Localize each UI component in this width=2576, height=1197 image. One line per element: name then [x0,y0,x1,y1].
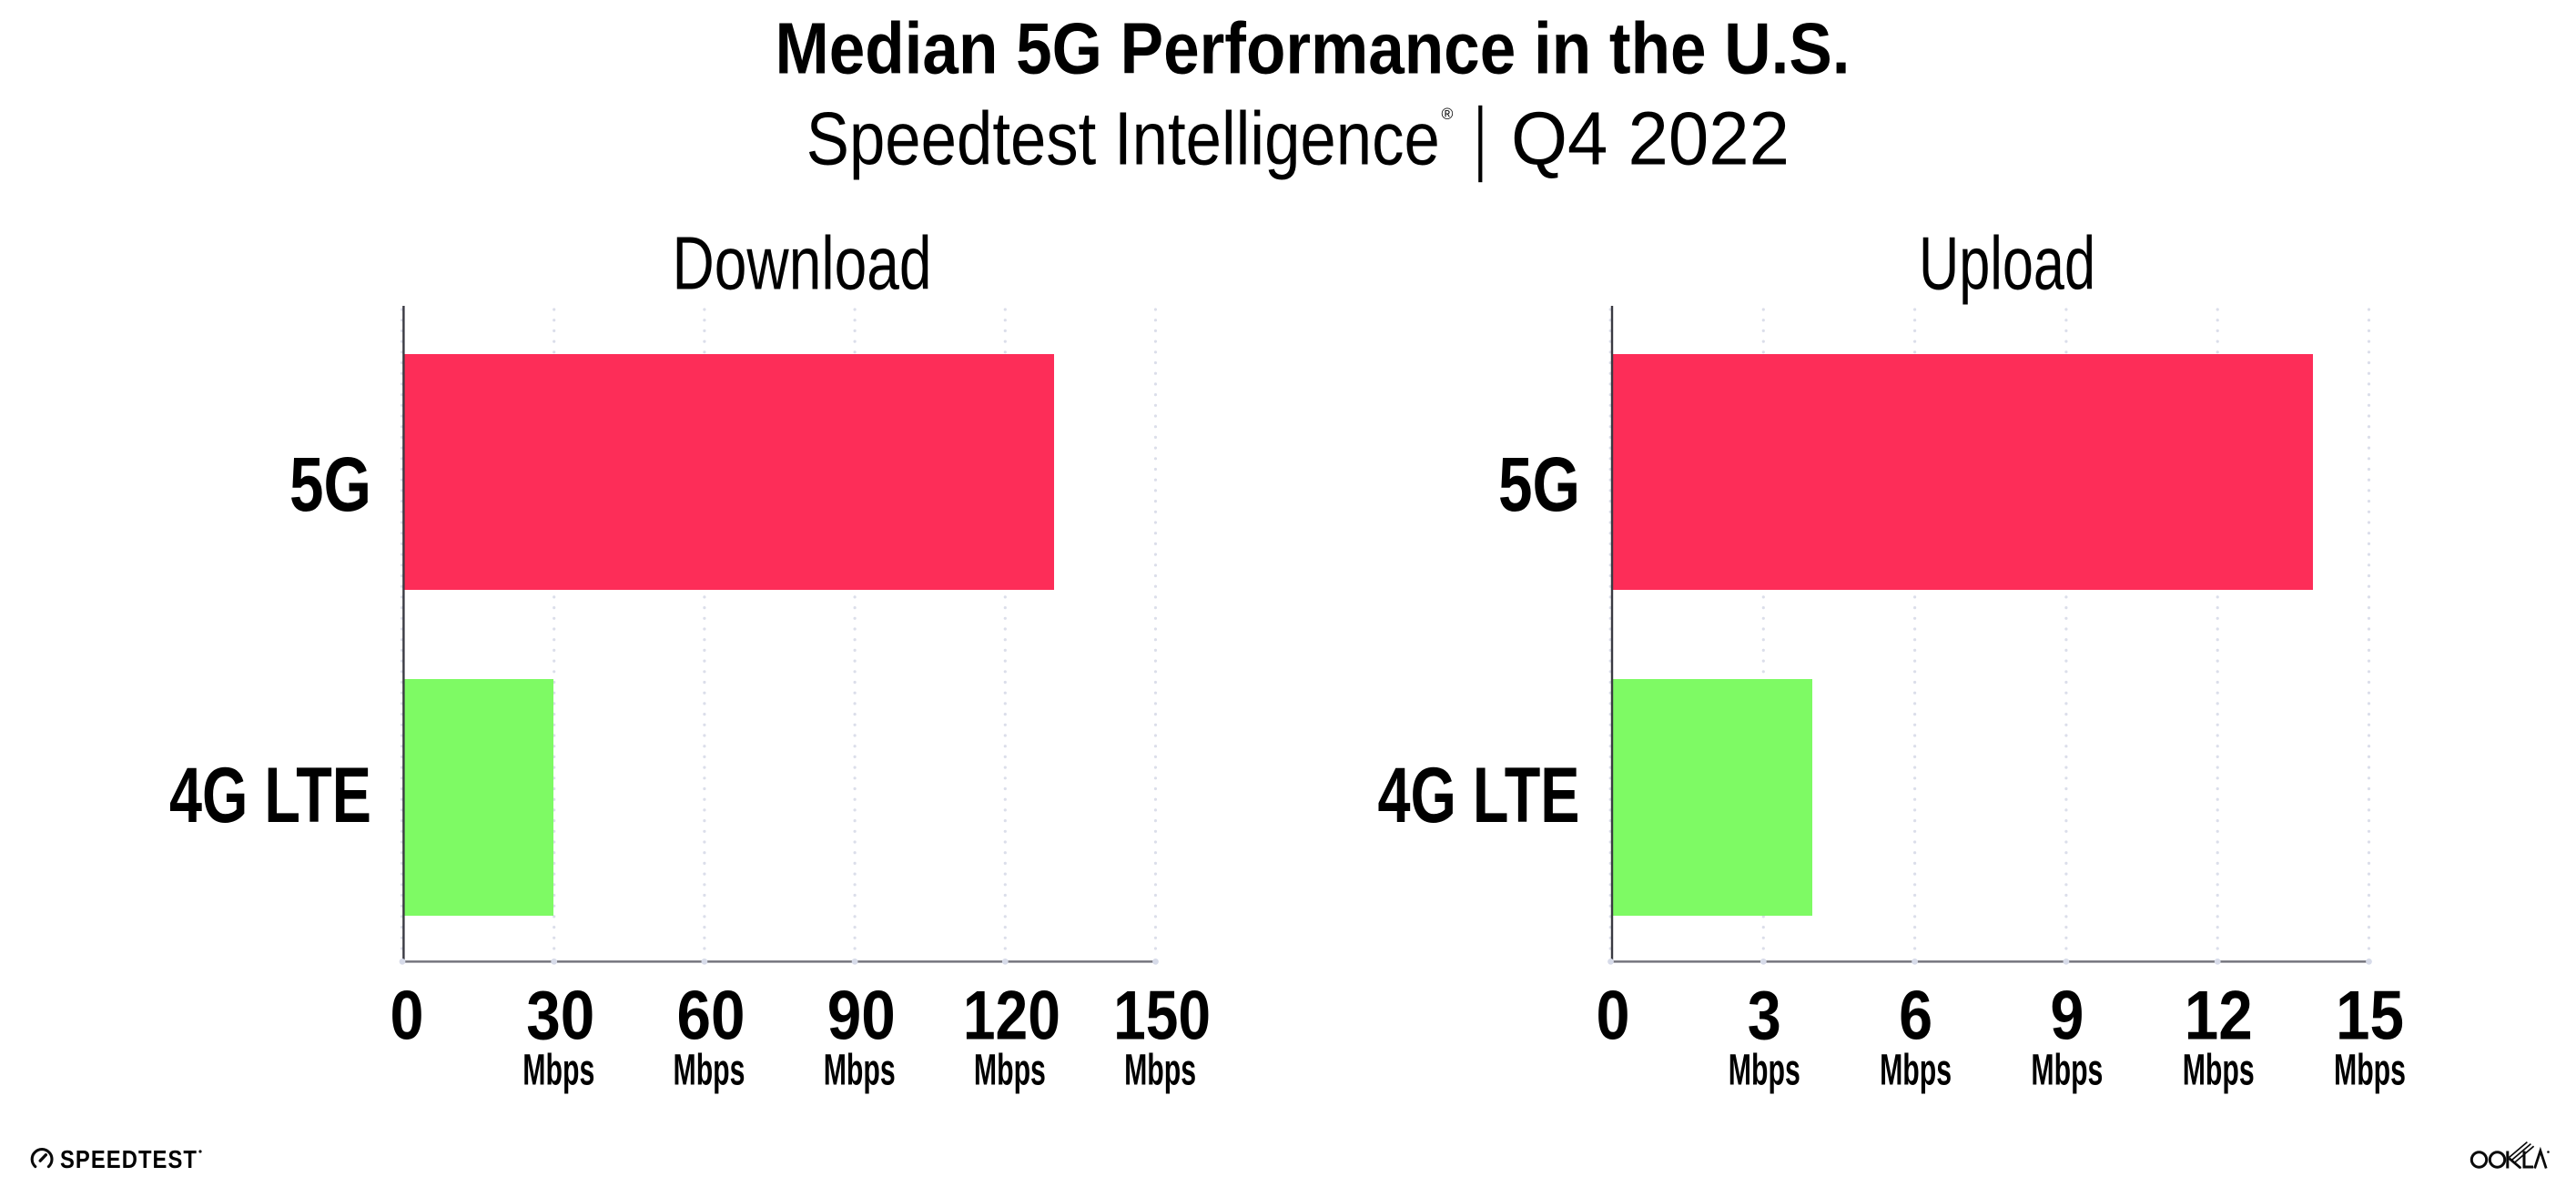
svg-text:Mbps: Mbps [1729,1047,1800,1095]
svg-text:120: 120 [963,977,1060,1054]
svg-text:Mbps: Mbps [2334,1047,2406,1095]
svg-text:0: 0 [390,977,424,1054]
svg-text:60: 60 [677,977,745,1054]
svg-text:4G LTE: 4G LTE [169,752,371,839]
svg-text:9: 9 [2050,977,2084,1054]
svg-text:150: 150 [1113,977,1211,1054]
svg-text:Mbps: Mbps [1880,1047,1952,1095]
svg-text:Mbps: Mbps [674,1047,745,1095]
svg-text:15: 15 [2336,977,2404,1054]
svg-text:30: 30 [526,977,594,1054]
svg-text:Q4 2022: Q4 2022 [1511,96,1790,181]
svg-text:3: 3 [1748,977,1781,1054]
svg-text:90: 90 [827,977,896,1054]
svg-text:Mbps: Mbps [522,1047,594,1095]
svg-text:Download: Download [673,220,932,305]
svg-text:5G: 5G [289,441,371,527]
svg-text:5G: 5G [1498,441,1580,527]
svg-text:0: 0 [1597,977,1630,1054]
svg-text:Mbps: Mbps [974,1047,1046,1095]
svg-text:Mbps: Mbps [1124,1047,1196,1095]
svg-text:4G LTE: 4G LTE [1378,752,1580,839]
svg-text:®: ® [1442,105,1454,123]
svg-text:Speedtest Intelligence: Speedtest Intelligence [806,96,1440,181]
svg-text:SPEEDTEST: SPEEDTEST [60,1145,198,1173]
svg-text:Mbps: Mbps [2183,1047,2255,1095]
svg-text:12: 12 [2185,977,2253,1054]
svg-text:6: 6 [1899,977,1932,1054]
svg-text:Mbps: Mbps [2031,1047,2103,1095]
svg-text:Median 5G Performance in the U: Median 5G Performance in the U.S. [776,8,1851,89]
svg-text:Mbps: Mbps [824,1047,896,1095]
svg-text:Upload: Upload [1919,220,2095,305]
